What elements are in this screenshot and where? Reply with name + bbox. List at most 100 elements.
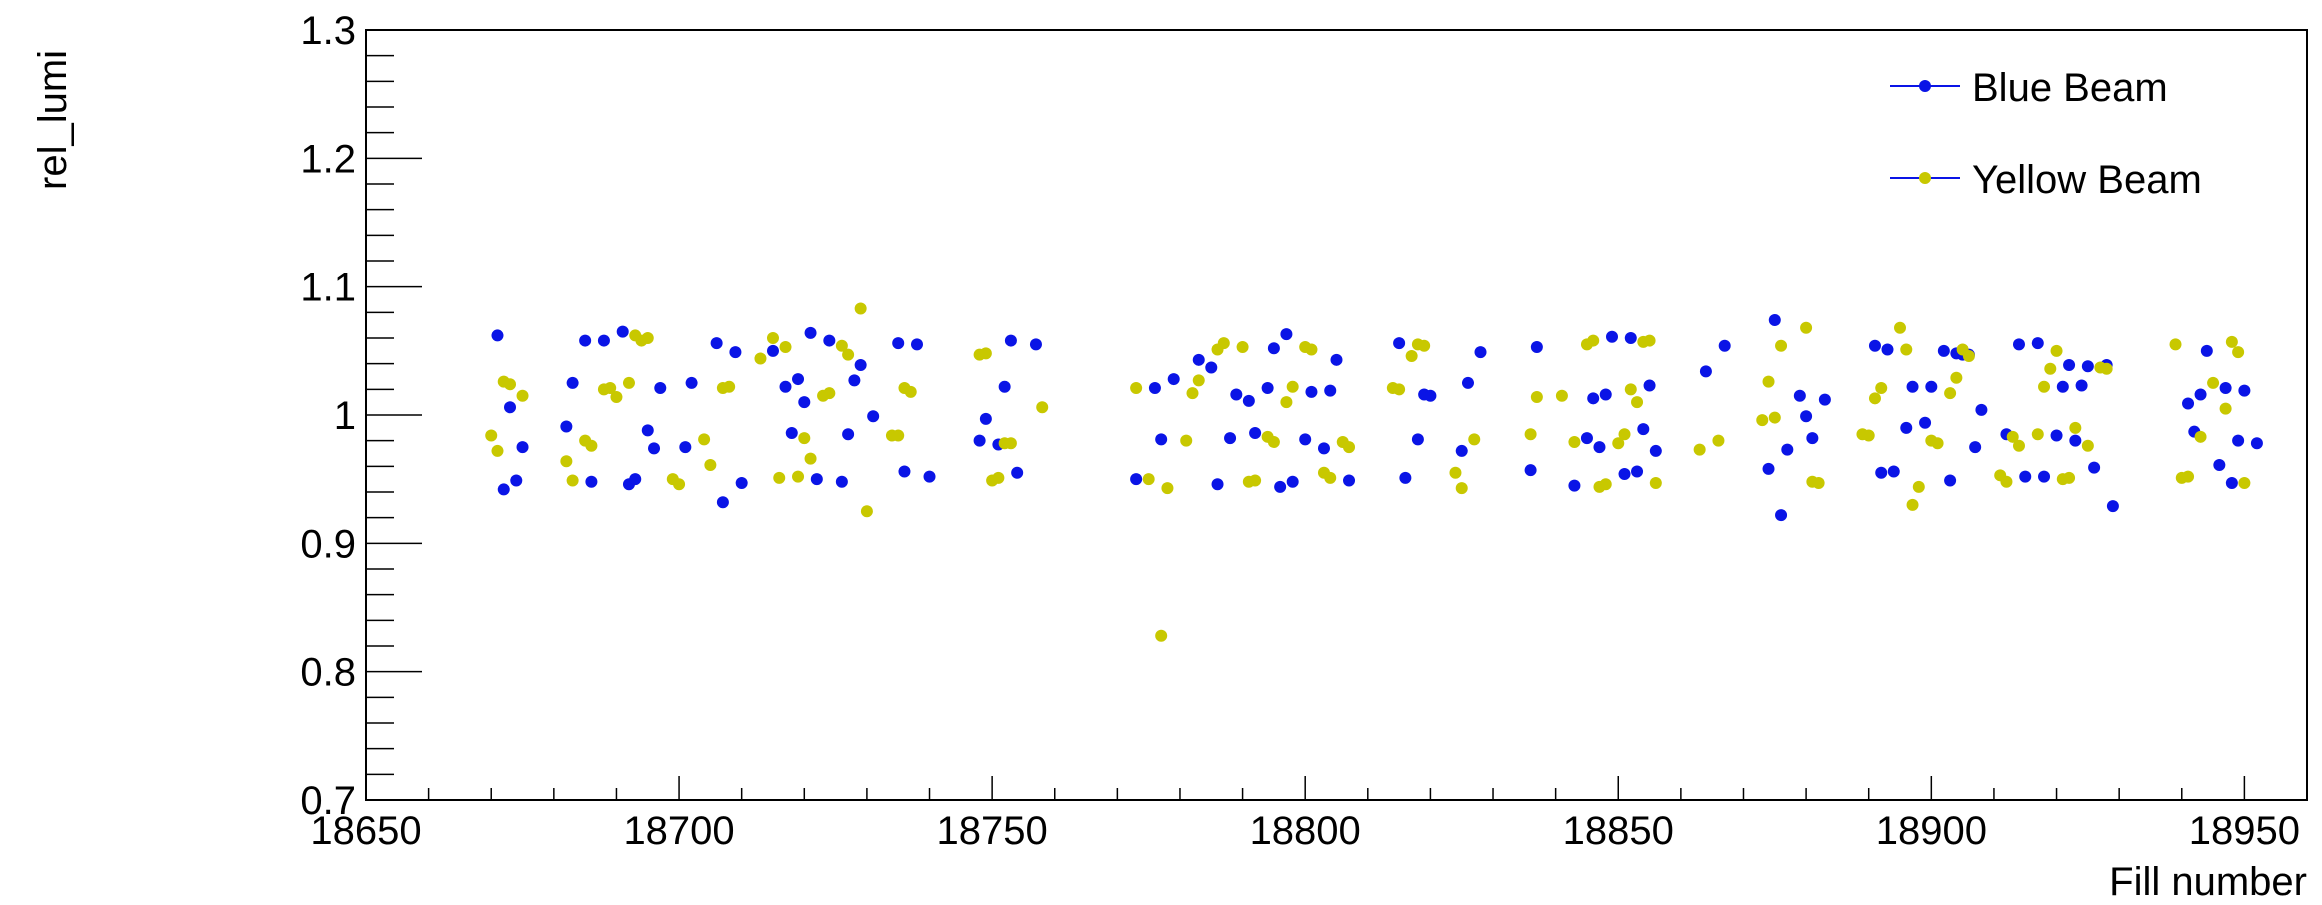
blue-beam-point [2232,434,2245,447]
blue-beam-point [1242,394,1255,407]
legend-entry-blue: Blue Beam [1890,66,2168,110]
blue-beam-point [823,334,836,347]
blue-beam-point [1975,403,1988,416]
blue-beam-point [729,346,742,359]
blue-beam-point [1800,410,1813,423]
blue-beam-point [792,373,805,386]
y-tick-label: 1.3 [300,9,356,53]
yellow-beam-point [1631,396,1644,409]
yellow-beam-point [1950,371,1963,384]
yellow-beam-point [2050,344,2063,357]
blue-beam-point [2056,380,2069,393]
blue-beam-point [1568,479,1581,492]
blue-beam-point [923,470,936,483]
yellow-beam-point [835,339,848,352]
yellow-beam-point [1186,387,1199,400]
blue-beam-point [2106,500,2119,513]
y-tick-label: 1.2 [300,137,356,181]
x-tick-label: 18900 [1876,809,1987,853]
y-tick-label: 0.8 [300,651,356,695]
x-axis-title: Fill number [2109,860,2307,904]
blue-beam-point [629,473,642,486]
yellow-beam-point [804,452,817,465]
blue-beam-point [867,410,880,423]
blue-beam-point [810,473,823,486]
blue-beam-point [2200,344,2213,357]
blue-beam-point [641,424,654,437]
blue-beam-point [516,441,529,454]
yellow-beam-point [1468,433,1481,446]
yellow-beam-point [1343,441,1356,454]
blue-beam-point [2250,437,2263,450]
blue-beam-point [1155,433,1168,446]
blue-beam-point [2063,358,2076,371]
yellow-beam-point [1599,478,1612,491]
blue-beam-point [616,325,629,338]
blue-beam-point [1330,353,1343,366]
yellow-beam-point [979,347,992,360]
blue-beam-point [1011,466,1024,479]
yellow-beam-point [566,474,579,487]
blue-beam-point [2238,384,2251,397]
yellow-beam-point [1324,471,1337,484]
blue-beam-point [1806,432,1819,445]
yellow-beam-point [1894,321,1907,334]
blue-beam-point [597,334,610,347]
yellow-beam-point [1643,334,1656,347]
legend-marker-yellow [1919,172,1931,184]
yellow-beam-point [2031,428,2044,441]
blue-beam-point [1148,382,1161,395]
y-tick-label: 1 [334,394,356,438]
yellow-beam-point [1962,349,1975,362]
yellow-beam-point [1142,473,1155,486]
yellow-beam-point [2207,376,2220,389]
yellow-beam-point [823,387,836,400]
blue-beam-point [1900,421,1913,434]
x-axis: 18650 18700 18750 18800 18850 18900 18950 [310,776,2308,853]
yellow-beam-point [1236,340,1249,353]
x-tick-label: 18800 [1250,809,1361,853]
yellow-beam-point [2012,439,2025,452]
yellow-beam-point [754,352,767,365]
yellow-beam-point [1524,428,1537,441]
yellow-beam-point [1587,334,1600,347]
yellow-beam-point [1712,434,1725,447]
blue-beam-point [1324,384,1337,397]
blue-beam-point [504,401,517,414]
yellow-beam-point [2232,346,2245,359]
blue-beam-point [1274,480,1287,493]
yellow-beam-point [1449,466,1462,479]
yellow-beam-point [1862,429,1875,442]
blue-beam-point [973,434,986,447]
yellow-beam-point [698,433,711,446]
yellow-beam-point [504,378,517,391]
blue-beam-point [648,442,661,455]
legend-entry-yellow: Yellow Beam [1890,158,2202,202]
yellow-beam-point [1036,401,1049,414]
blue-beam-point [1267,342,1280,355]
blue-beam-point [1637,423,1650,436]
blue-beam-point [2213,459,2226,472]
yellow-beam-point [2069,421,2082,434]
yellow-beam-point [1624,383,1637,396]
blue-beam-point [2012,338,2025,351]
blue-beam-point [2081,360,2094,373]
yellow-beam-point [773,471,786,484]
blue-beam-point [2019,470,2032,483]
blue-beam-point [716,496,729,509]
yellow-beam-point [1693,443,1706,456]
yellow-beam-point [1906,498,1919,511]
blue-beam-point [1599,388,1612,401]
blue-beam-point [1618,468,1631,481]
blue-beam-point [1762,462,1775,475]
blue-beam-point [1969,441,1982,454]
yellow-beam-point [860,505,873,518]
blue-beam-point [1474,346,1487,359]
blue-beam-point [804,326,817,339]
blue-beam-point [998,380,1011,393]
yellow-beam-point [1393,383,1406,396]
yellow-beam-point [798,432,811,445]
yellow-beam-point [516,389,529,402]
blue-beam-point [1230,388,1243,401]
blue-beam-point [585,475,598,488]
